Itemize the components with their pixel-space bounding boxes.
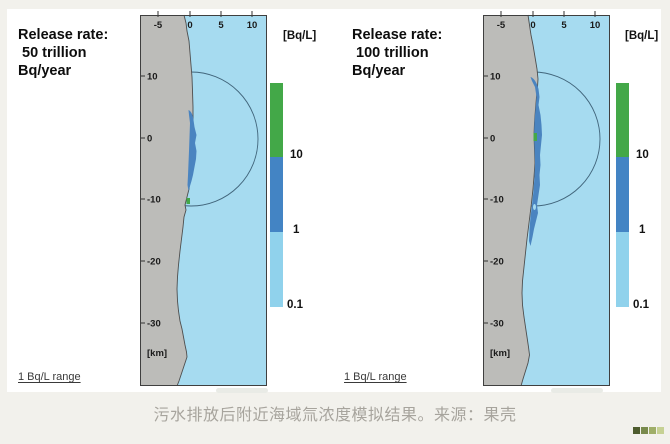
plume-gap [533,204,536,210]
watermark-logo [633,427,664,434]
release-rate-line: Release rate: [18,27,109,43]
high-concentration-spot [533,133,537,141]
tick-label: -10 [147,195,161,206]
tick-label: 10 [147,72,158,83]
release-rate-line: 50 trillion [18,45,87,61]
axis-unit-label: [km] [147,348,167,359]
map-left: -5 0 5 10 10 0 -10 -20 -30 [km] [140,11,267,386]
colorbar-unit-label: [Bq/L] [625,30,659,42]
map-frame [140,15,267,386]
watermark-square [649,427,656,434]
plume-gap [531,96,535,106]
range-note-right: 1 Bq/L range [344,371,407,383]
tick-label: 0 [530,20,535,31]
tick-label: 5 [561,20,567,31]
release-rate-line: Bq/year [352,63,406,79]
colorbar-tick-1: 1 [639,224,646,236]
colorbar-tick-01: 0.1 [633,299,649,311]
tick-label: -30 [490,319,504,330]
coastline [520,14,539,386]
colorbar-segment-low [270,232,283,307]
coastline [176,14,194,386]
scrollbar-hint [551,388,603,393]
colorbar-segment-mid [616,157,629,232]
colorbar-segment-mid [270,157,283,232]
colorbar-tick-1: 1 [293,224,300,236]
watermark-square [641,427,648,434]
tick-label: -5 [497,20,506,31]
top-axis-labels: -5 0 5 10 [497,20,601,31]
tick-label: -30 [147,319,161,330]
left-axis-labels: 10 0 -10 -20 -30 [km] [490,72,510,360]
top-axis-labels: -5 0 5 10 [154,20,258,31]
colorbar-tick-10: 10 [636,149,649,161]
tick-label: 10 [590,20,601,31]
tick-label: -20 [490,257,504,268]
colorbar-segment-low [616,232,629,307]
colorbar-right [616,83,629,307]
colorbar-segment-high [270,83,283,157]
tick-label: -5 [154,20,163,31]
tick-label: 0 [187,20,192,31]
concentration-plume [529,77,542,246]
concentration-plume [187,110,197,191]
release-rate-line: Release rate: [352,27,443,43]
map-right: -5 0 5 10 10 0 -10 -20 -30 [km] [483,11,610,386]
watermark-square [657,427,664,434]
release-rate-label-left: Release rate: 50 trillion Bq/year [18,26,108,80]
release-rate-label-right: Release rate: 100 trillion Bq/year [352,26,442,80]
release-rate-line: Bq/year [18,63,72,79]
map-frame [483,15,610,386]
colorbar-left [270,83,283,307]
range-note-left: 1 Bq/L range [18,371,81,383]
watermark-square [633,427,640,434]
tick-label: 5 [218,20,224,31]
land-area [140,15,193,386]
tick-label: -10 [490,195,504,206]
tick-label: 10 [490,72,501,83]
tick-label: -20 [147,257,161,268]
land-area [483,15,538,386]
tick-label: 10 [247,20,258,31]
colorbar-tick-01: 0.1 [287,299,303,311]
left-axis-labels: 10 0 -10 -20 -30 [km] [147,72,167,360]
high-concentration-spot [186,198,190,204]
colorbar-segment-high [616,83,629,157]
tick-label: 0 [147,134,152,145]
colorbar-tick-10: 10 [290,149,303,161]
colorbar-unit-label: [Bq/L] [283,30,317,42]
release-rate-line: 100 trillion [352,45,429,61]
scrollbar-hint [216,388,268,393]
tick-label: 0 [490,134,495,145]
figure-caption: 污水排放后附近海域氚浓度模拟结果。来源：果壳 [153,407,517,424]
axis-unit-label: [km] [490,348,510,359]
